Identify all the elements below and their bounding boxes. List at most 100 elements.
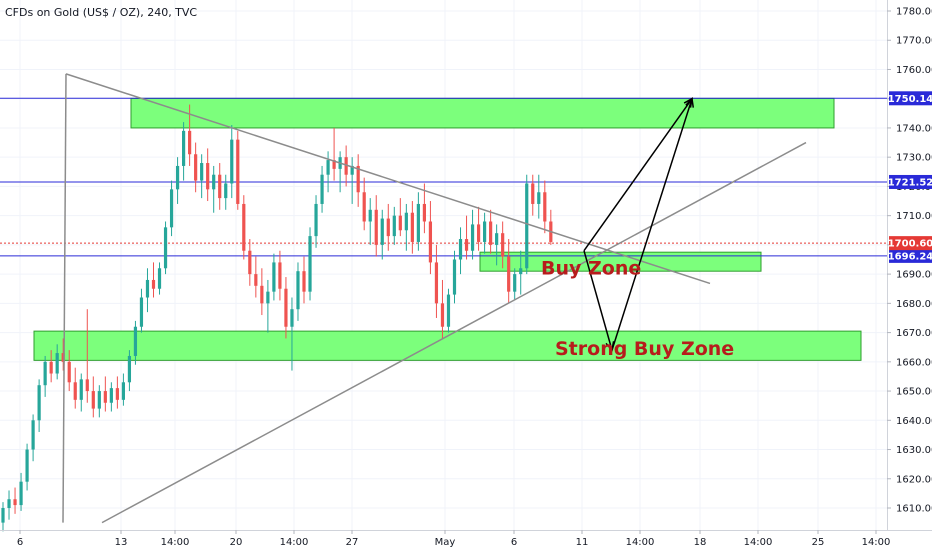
candle — [206, 148, 210, 202]
price-tag-bg — [889, 174, 932, 189]
time-axis[interactable]: 6 13 14:00 20 14:00 27 May 6 11 14:00 18 14:00 25 14:… — [17, 530, 891, 548]
candle — [175, 157, 180, 204]
candle-body — [13, 499, 17, 506]
candle — [1, 502, 5, 532]
candle — [236, 130, 240, 210]
price-tick-label: 1620.00 — [896, 474, 932, 485]
horizontal-levels-layer — [0, 97, 887, 257]
candle-body — [43, 361, 47, 386]
candle — [392, 206, 396, 245]
candle-body — [519, 268, 523, 275]
candle — [519, 250, 523, 295]
candle — [61, 338, 65, 371]
candle-body — [422, 203, 426, 222]
candle-body — [133, 326, 138, 356]
price-tick-label: 1770.00 — [896, 36, 932, 47]
candle-body — [236, 139, 240, 204]
candle — [109, 382, 113, 412]
price-tag-label: 1721.52 — [888, 177, 932, 188]
candle-body — [290, 309, 294, 327]
candle — [531, 174, 535, 216]
candle — [302, 256, 306, 304]
candle-body — [392, 215, 396, 237]
candle — [145, 268, 150, 313]
price-tick-label: 1640.00 — [896, 416, 932, 427]
candle — [230, 125, 234, 199]
candle-body — [272, 262, 276, 292]
zone-rect — [130, 97, 835, 129]
candle-body — [182, 130, 186, 166]
candle — [452, 250, 457, 304]
candle — [127, 350, 132, 392]
candle — [91, 376, 95, 418]
candle-body — [73, 382, 77, 400]
candle-body — [489, 221, 493, 245]
zone-label-text: Buy Zone — [541, 257, 641, 279]
price-tag-bg — [889, 248, 932, 263]
candle-body — [188, 130, 192, 155]
candle — [37, 379, 41, 432]
candle-body — [495, 233, 499, 245]
candle — [537, 174, 541, 219]
candle-body — [248, 250, 252, 275]
candle-body — [314, 203, 318, 237]
candle — [115, 376, 119, 409]
candle-body — [350, 165, 354, 175]
price-tick-label: 1660.00 — [896, 357, 932, 368]
candle — [476, 206, 481, 251]
candle-body — [55, 353, 59, 374]
zone-rect — [479, 251, 762, 272]
candle-body — [260, 285, 264, 304]
price-tag-bg — [889, 236, 932, 251]
candle — [290, 297, 294, 371]
candle-body — [121, 382, 125, 400]
candle — [501, 221, 505, 269]
candle-body — [513, 274, 517, 292]
candle-body — [320, 174, 324, 204]
candle-body — [404, 212, 408, 231]
candle — [272, 253, 276, 301]
candle-body — [19, 481, 23, 506]
candle-body — [386, 218, 390, 237]
candle — [314, 195, 318, 248]
candle — [182, 122, 186, 181]
candle-body — [440, 303, 445, 327]
candles-layer — [1, 104, 553, 532]
price-tag-label: 1700.60 — [888, 239, 932, 250]
candle — [13, 487, 17, 514]
candle — [212, 165, 216, 213]
candle-body — [416, 203, 420, 242]
time-tick-label: 18 — [694, 537, 707, 548]
candle-body — [374, 209, 378, 245]
candle-body — [308, 236, 312, 292]
candle-body — [67, 361, 71, 383]
candle-body — [1, 508, 5, 523]
candle-body — [145, 279, 150, 298]
candle-body — [531, 183, 535, 204]
candle-body — [61, 353, 65, 362]
candle — [218, 163, 222, 210]
zones-layer — [33, 97, 862, 361]
candle-body — [91, 391, 95, 409]
candle — [73, 367, 77, 409]
price-tag-bg — [889, 91, 932, 106]
candle — [428, 201, 433, 275]
candle-body — [501, 233, 505, 257]
candle-body — [206, 163, 210, 190]
candle-body — [194, 154, 198, 181]
price-tick-label: 1670.00 — [896, 328, 932, 339]
candle-body — [410, 212, 414, 242]
candle-body — [212, 174, 216, 190]
candle-body — [37, 385, 41, 421]
price-tag-label: 1750.14 — [888, 94, 932, 105]
candle — [326, 151, 330, 193]
candle — [151, 262, 156, 298]
candle — [398, 198, 402, 237]
candle-body — [458, 239, 463, 260]
price-tick-label: 1740.00 — [896, 123, 932, 134]
candle-body — [368, 209, 372, 222]
time-tick-label: 14:00 — [161, 537, 190, 548]
candle-body — [224, 183, 228, 199]
trendline-vertical — [62, 73, 67, 523]
candle — [169, 180, 174, 237]
